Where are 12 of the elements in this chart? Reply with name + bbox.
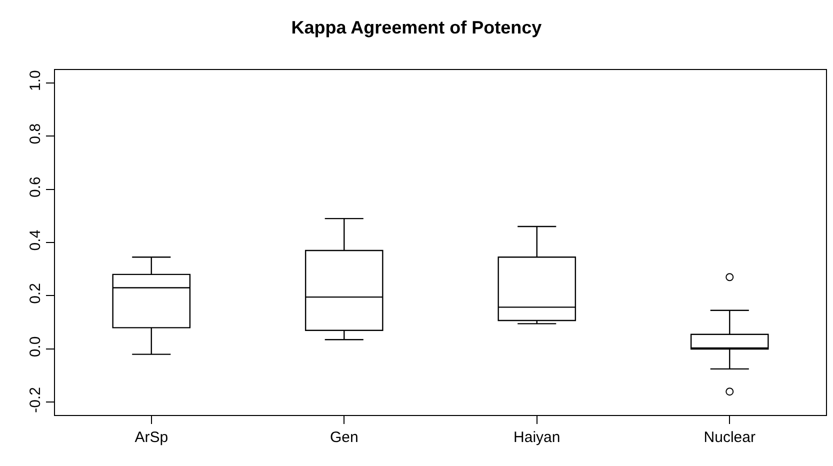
x-tick-label: Gen <box>330 429 358 446</box>
chart-title: Kappa Agreement of Potency <box>291 18 542 38</box>
x-tick-label: ArSp <box>134 429 168 446</box>
x-tick-label: Haiyan <box>514 429 560 446</box>
y-tick-label: -0.2 <box>27 387 44 413</box>
y-tick-label: 0.4 <box>27 230 44 251</box>
y-tick-label: 1.0 <box>27 70 44 91</box>
y-tick-label: 0.6 <box>27 176 44 198</box>
y-tick-label: 0.2 <box>27 283 44 304</box>
y-tick-label: 0.8 <box>27 123 44 144</box>
y-tick-label: 0.0 <box>27 336 44 358</box>
x-tick-label: Nuclear <box>704 429 756 446</box>
